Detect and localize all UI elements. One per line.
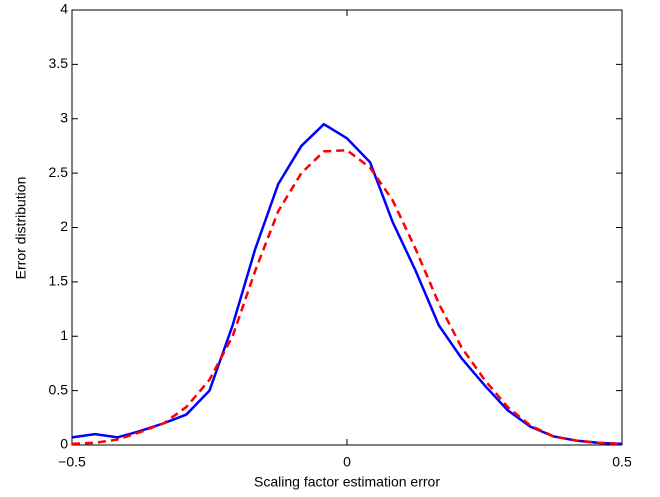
x-tick-label: 0: [343, 454, 351, 470]
y-tick-label: 0: [60, 436, 68, 452]
x-axis-label: Scaling factor estimation error: [254, 474, 440, 490]
y-tick-label: 3.5: [49, 55, 69, 71]
y-tick-label: 1.5: [49, 273, 69, 289]
y-axis-label: Error distribution: [13, 177, 29, 280]
x-tick-label: −0.5: [58, 454, 86, 470]
x-tick-label: 0.5: [612, 454, 632, 470]
y-tick-label: 2: [60, 218, 68, 234]
series-line: [71, 149, 623, 446]
y-tick-label: 3: [60, 109, 68, 125]
plot-box: [71, 9, 623, 446]
y-tick-label: 0.5: [49, 381, 69, 397]
y-tick-label: 4: [60, 1, 68, 17]
y-tick-label: 2.5: [49, 164, 69, 180]
y-tick-label: 1: [60, 327, 68, 343]
